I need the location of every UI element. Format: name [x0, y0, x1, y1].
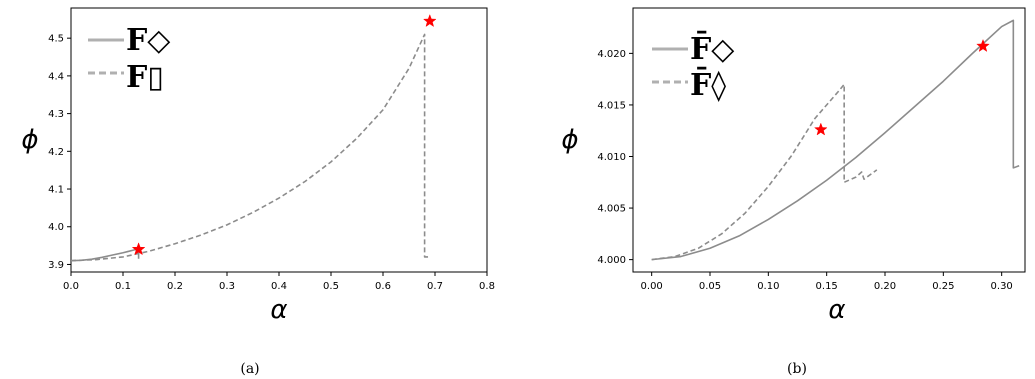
a-x-tick-label: 0.1 — [115, 281, 131, 292]
b-star-marker — [813, 122, 828, 136]
b-y-tick-label: 4.010 — [597, 152, 626, 163]
a-y-tick-label: 4.0 — [48, 222, 64, 233]
legend-label-b-0: F̄◇ — [690, 31, 734, 67]
a-x-tick-label: 0.7 — [427, 281, 443, 292]
a-x-tick-label: 0.4 — [271, 281, 287, 292]
a-y-tick-label: 4.5 — [48, 34, 64, 45]
b-series-dashed-line — [651, 83, 878, 261]
b-x-tick-label: 0.20 — [874, 281, 896, 292]
panel-b-markers — [813, 38, 990, 136]
a-x-tick-label: 0.0 — [63, 281, 79, 292]
b-y-tick-label: 4.005 — [597, 204, 626, 215]
panel-a: 0.0 0.1 0.2 0.3 0.4 0.5 0.6 0.7 0.8 3.9 4.0 4.1 4.2 4… — [21, 7, 495, 377]
panel-b-series-group — [651, 19, 1020, 261]
panel-b-plot-frame — [632, 7, 1026, 273]
b-x-tick-label: 0.05 — [699, 281, 721, 292]
b-x-tick-label: 0.00 — [641, 281, 663, 292]
panel-a-axis-ticks: 0.0 0.1 0.2 0.3 0.4 0.5 0.6 0.7 0.8 3.9 4.0 4.1 4.2 4… — [48, 34, 495, 292]
a-star-marker — [131, 242, 146, 256]
b-y-tick-label: 4.020 — [597, 49, 626, 60]
legend-label-b-1: F̄◊ — [690, 67, 726, 103]
panel-b-caption: (b) — [787, 361, 807, 377]
legend-label-a-0: F◇ — [126, 23, 170, 58]
a-series-dashed-line — [70, 33, 430, 262]
a-x-tick-label: 0.6 — [375, 281, 391, 292]
panel-a-x-axis-label: α — [270, 295, 287, 325]
panel-a-legend: F◇ F▯ — [88, 23, 170, 95]
legend-label-a-1: F▯ — [126, 60, 164, 95]
a-y-tick-label: 3.9 — [48, 260, 64, 271]
a-y-tick-label: 4.2 — [48, 147, 64, 158]
panel-b-legend: F̄◇ F̄◊ — [652, 31, 734, 103]
panel-a-caption: (a) — [240, 361, 259, 377]
a-y-tick-label: 4.4 — [48, 71, 64, 82]
a-star-marker — [422, 13, 437, 28]
a-y-tick-label: 4.3 — [48, 109, 64, 120]
a-x-tick-label: 0.8 — [479, 281, 495, 292]
a-x-tick-label: 0.5 — [323, 281, 339, 292]
b-y-tick-label: 4.015 — [597, 100, 626, 111]
panel-b: 0.00 0.05 0.10 0.15 0.20 0.25 0.30 4.000 4.005 4.… — [561, 7, 1026, 377]
b-y-tick-label: 4.000 — [597, 255, 626, 266]
b-x-tick-label: 0.10 — [757, 281, 779, 292]
panel-a-y-axis-label: ϕ — [21, 125, 38, 155]
b-x-tick-label: 0.30 — [991, 281, 1013, 292]
panel-b-axis-ticks: 0.00 0.05 0.10 0.15 0.20 0.25 0.30 4.000 4.005 4.… — [597, 49, 1012, 292]
panel-a-series-group — [70, 33, 430, 262]
a-x-tick-label: 0.2 — [167, 281, 183, 292]
b-series-solid-line — [651, 19, 1020, 261]
b-star-marker — [976, 38, 990, 52]
panel-a-markers — [131, 13, 437, 256]
a-y-tick-label: 4.1 — [48, 185, 64, 196]
panel-b-y-axis-label: ϕ — [561, 125, 578, 155]
a-x-tick-label: 0.3 — [219, 281, 235, 292]
panel-b-x-axis-label: α — [828, 295, 845, 325]
b-x-tick-label: 0.15 — [816, 281, 838, 292]
b-x-tick-label: 0.25 — [932, 281, 954, 292]
